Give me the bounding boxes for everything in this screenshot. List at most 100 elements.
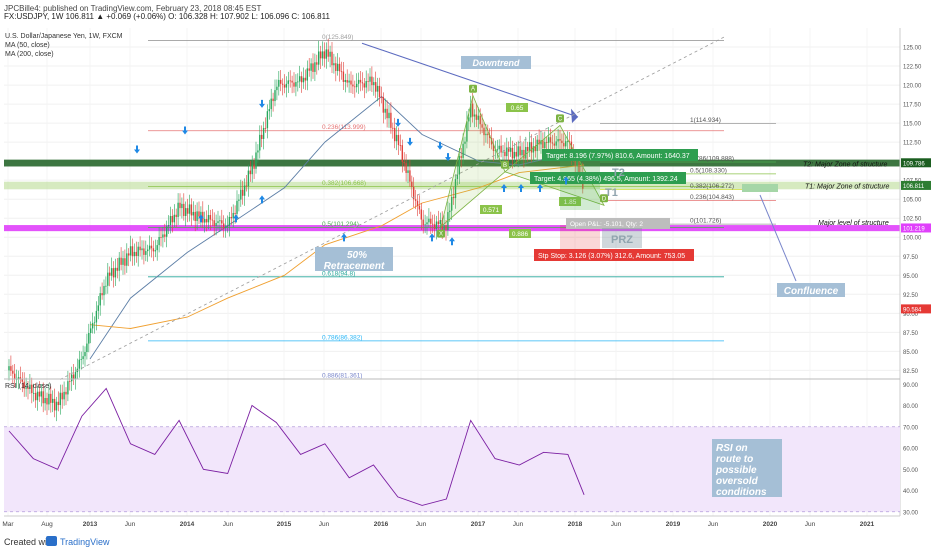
candle-body (297, 81, 299, 83)
candle-body (532, 146, 535, 153)
candle-body (118, 257, 120, 271)
candle-body (95, 310, 98, 323)
candle-body (128, 253, 130, 256)
candle-body (399, 145, 402, 146)
fib-right-label: 0(101.726) (690, 218, 721, 225)
candle-body (183, 203, 185, 216)
candle-body (500, 145, 502, 153)
candle-body (215, 222, 217, 226)
candle-body (513, 151, 516, 159)
candle-body (266, 111, 269, 129)
candle-body (477, 115, 479, 120)
resistance-arrow-icon (407, 137, 413, 146)
candle-body (416, 200, 419, 206)
candle-body (221, 220, 223, 224)
candle-body (270, 98, 272, 110)
time-tick-label: 2016 (374, 521, 389, 528)
candle-body (150, 245, 153, 249)
candle-body (112, 268, 115, 278)
candle-body (17, 377, 20, 379)
fib-label: 0.236(113.999) (322, 124, 366, 131)
harmonic-point-label: D (602, 196, 607, 202)
candle-body (563, 143, 565, 147)
candle-body (392, 127, 394, 129)
candle-body (432, 223, 434, 225)
support-arrow-icon (449, 237, 455, 246)
target2-box (530, 172, 686, 184)
candle-body (357, 79, 360, 84)
candle-body (109, 272, 111, 276)
time-tick-label: 2019 (666, 521, 681, 528)
candle-body (494, 150, 497, 152)
harmonic-xab (440, 94, 506, 228)
rsi-tick-label: 80.00 (903, 404, 919, 410)
candle-body (458, 156, 460, 175)
candle-body (378, 85, 381, 97)
candle-body (517, 146, 519, 157)
candle-body (122, 258, 124, 265)
candle-body (299, 76, 301, 82)
candle-body (504, 151, 506, 157)
candle-body (333, 63, 335, 66)
candle-body (224, 226, 227, 229)
candle-body (367, 81, 369, 82)
rsi-tick-label: 50.00 (903, 468, 919, 474)
header-bar: JPCBille4: published on TradingView.com,… (0, 0, 932, 20)
candle-body (131, 246, 134, 257)
harmonic-point-label: X (439, 232, 443, 238)
fib-label: 0(125.849) (322, 34, 353, 41)
candle-body (274, 90, 276, 102)
candle-body (380, 96, 383, 98)
candle-body (316, 62, 318, 65)
candle-body (53, 398, 56, 411)
candle-body (570, 141, 573, 155)
candle-body (428, 218, 430, 223)
rsi-legend: RSI (14, close) (5, 383, 51, 390)
harmonic-bcd (504, 124, 605, 206)
rsi-line (8, 387, 585, 506)
price-tick-label: 87.50 (903, 331, 919, 337)
candle-body (314, 62, 316, 72)
chart-annotations: U.S. Dollar/Japanese Yen, 1W, FXCM MA (50… (5, 33, 890, 380)
candle-body (426, 222, 428, 225)
price-axis-badge (901, 304, 931, 314)
candle-body (226, 225, 229, 227)
candle-body (67, 381, 69, 395)
candle-body (72, 374, 75, 380)
candle-body (190, 204, 193, 216)
candle-body (48, 393, 50, 405)
candle-body (200, 211, 202, 217)
candle-body (452, 196, 455, 199)
price-axis-badge (901, 158, 931, 168)
candle-body (445, 225, 447, 230)
support-arrow-icon (429, 233, 435, 242)
candle-body (196, 211, 198, 222)
candle-body (61, 392, 63, 400)
candle-body (536, 139, 538, 152)
candle-body (204, 219, 206, 223)
tradingview-link[interactable]: TradingView (60, 537, 110, 547)
candle-body (65, 391, 67, 395)
candle-body (551, 142, 554, 144)
candle-body (238, 199, 240, 201)
time-tick-label: Jun (805, 521, 816, 528)
candle-body (413, 186, 415, 200)
candle-body (27, 387, 29, 389)
candle-body (21, 378, 23, 382)
price-tick-label: 115.00 (903, 122, 922, 128)
time-tick-label: 2014 (180, 521, 195, 528)
candle-body (327, 49, 329, 57)
candle-body (479, 115, 481, 125)
target1-box (542, 149, 698, 161)
candle-body (568, 141, 571, 143)
candle-body (407, 170, 409, 173)
time-tick-label: Jun (319, 521, 330, 528)
candle-body (481, 124, 483, 128)
candle-body (403, 161, 405, 164)
candle-body (540, 140, 542, 145)
candle-body (352, 84, 354, 87)
candle-body (177, 202, 179, 218)
downtrend-label: Downtrend (473, 58, 520, 68)
candle-body (141, 248, 143, 251)
time-tick-label: 2021 (860, 521, 875, 528)
